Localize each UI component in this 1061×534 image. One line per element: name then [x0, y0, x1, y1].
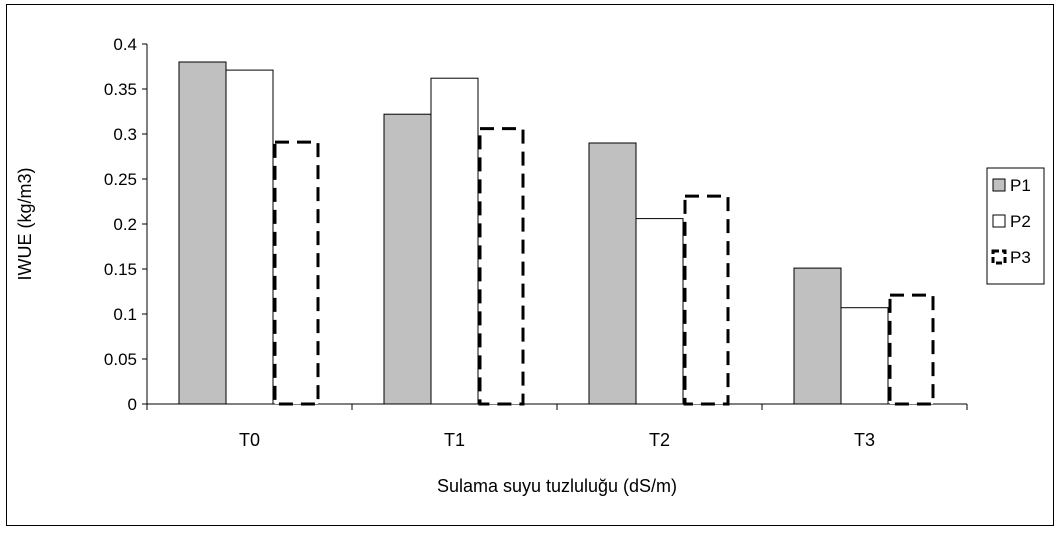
y-tick-label: 0.2 [113, 215, 137, 234]
y-tick-label: 0.3 [113, 125, 137, 144]
legend-swatch-p2 [992, 214, 1006, 228]
bars [178, 61, 935, 406]
bar-p1-t1 [383, 113, 432, 405]
y-tick-label: 0.35 [104, 80, 137, 99]
bar-p1-t0 [178, 61, 227, 405]
y-tick-label: 0.25 [104, 170, 137, 189]
y-axis-label: IWUE (kg/m3) [15, 167, 35, 280]
y-tick-label: 0 [128, 395, 137, 414]
bar-p2-t2 [635, 218, 684, 405]
bar-p2-t0 [225, 69, 274, 405]
y-axis: 0 0.05 0.1 0.15 0.2 0.25 0.3 0.35 0.4 [104, 35, 148, 414]
x-tick-label: T0 [239, 430, 260, 450]
legend: P1 P2 P3 [986, 167, 1045, 285]
bar-p1-t2 [588, 142, 637, 405]
y-tick-label: 0.15 [104, 260, 137, 279]
x-axis: T0 T1 T2 T3 [146, 403, 968, 450]
y-tick-label: 0.05 [104, 350, 137, 369]
bar-p3-t1 [478, 127, 525, 406]
bar-p3-t0 [273, 140, 320, 406]
bar-p3-t3 [888, 293, 935, 406]
x-tick-label: T2 [649, 430, 670, 450]
x-tick-label: T1 [444, 430, 465, 450]
legend-label-p2: P2 [1010, 212, 1031, 231]
bar-p2-t1 [430, 77, 479, 405]
legend-swatch-p3 [991, 249, 1007, 265]
x-axis-label: Sulama suyu tuzluluğu (dS/m) [437, 476, 677, 496]
x-tick-label: T3 [854, 430, 875, 450]
bar-p2-t3 [840, 307, 889, 405]
bar-p1-t3 [793, 267, 842, 405]
y-tick-label: 0.1 [113, 305, 137, 324]
legend-label-p1: P1 [1010, 176, 1031, 195]
y-tick-label: 0.4 [113, 35, 137, 54]
bar-p3-t2 [683, 194, 730, 406]
legend-label-p3: P3 [1010, 248, 1031, 267]
legend-swatch-p1 [992, 178, 1006, 192]
